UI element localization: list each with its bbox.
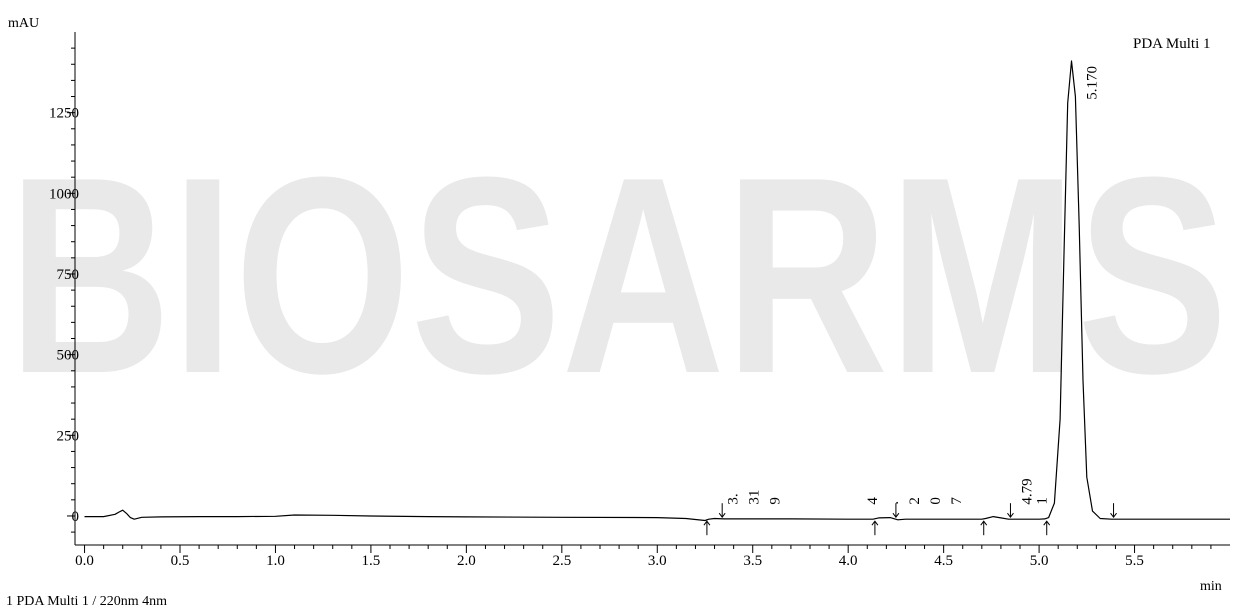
x-axis-label: min — [1200, 579, 1222, 594]
y-tick-label: 0 — [72, 509, 80, 525]
x-tick-label: 5.5 — [1125, 553, 1144, 569]
peak-start-arrowhead — [980, 520, 988, 526]
y-tick-label: 500 — [57, 348, 80, 364]
peak-label: 7 — [949, 497, 965, 505]
peak-end-arrowhead — [1110, 512, 1117, 519]
peak-end-arrowhead — [718, 512, 726, 519]
peak-label: 1 — [1035, 497, 1051, 505]
peak-annotations: 3. 31 9 4. 2 0 7 4.79 1 5.170 — [725, 66, 1100, 505]
integration-markers — [703, 503, 1117, 536]
x-tick-label: 1.5 — [362, 553, 381, 569]
x-tick-label: 4.0 — [839, 553, 858, 569]
peak-start-arrowhead — [1043, 520, 1051, 526]
peak-label: 31 — [746, 490, 762, 505]
x-axis-ticks: 0.0 0.5 1.0 1.5 2.0 2.5 3.0 3.5 4.0 4.5 5.0 5.5 — [75, 545, 1212, 569]
watermark: BIOSARMS — [8, 120, 1228, 432]
x-tick-label: 2.5 — [552, 553, 571, 569]
legend-entry: PDA Multi 1 — [1133, 36, 1211, 52]
y-tick-label: 1250 — [49, 106, 79, 122]
peak-label: 2 — [907, 497, 923, 505]
y-tick-label: 250 — [57, 428, 80, 444]
series-line — [84, 60, 1230, 522]
peak-end-arrowhead — [892, 512, 900, 519]
peak-label: 9 — [767, 497, 783, 505]
x-tick-label: 3.0 — [648, 553, 667, 569]
footer-note: 1 PDA Multi 1 / 220nm 4nm — [6, 594, 168, 609]
peak-start-arrowhead — [703, 520, 711, 526]
y-tick-label: 750 — [57, 267, 80, 283]
peak-label: 4.79 — [1019, 478, 1035, 504]
axes — [74, 32, 1230, 546]
x-tick-label: 3.5 — [743, 553, 762, 569]
x-tick-label: 0.5 — [171, 553, 190, 569]
y-axis-ticks: 0 250 500 750 1000 1250 — [49, 47, 80, 533]
peak-label: . — [886, 501, 902, 505]
series-group — [84, 60, 1230, 522]
peak-label: 3. — [725, 493, 741, 504]
peak-label: 0 — [928, 497, 944, 505]
peak-label: 4 — [865, 497, 881, 505]
x-tick-label: 1.0 — [266, 553, 285, 569]
y-axis-label: mAU — [8, 16, 39, 31]
x-tick-label: 2.0 — [457, 553, 476, 569]
x-tick-label: 5.0 — [1030, 553, 1049, 569]
peak-end-arrowhead — [1007, 512, 1014, 519]
y-tick-label: 1000 — [49, 186, 79, 202]
x-tick-label: 4.5 — [934, 553, 953, 569]
x-tick-label: 0.0 — [75, 553, 94, 569]
peak-label: 5.170 — [1084, 66, 1100, 100]
peak-start-arrowhead — [871, 520, 879, 526]
